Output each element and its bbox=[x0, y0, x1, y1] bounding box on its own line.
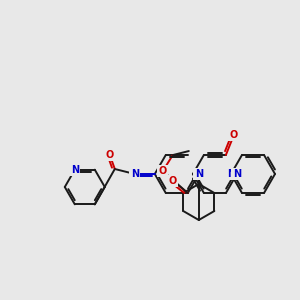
Text: N: N bbox=[131, 169, 139, 179]
Text: O: O bbox=[159, 166, 167, 176]
Text: N: N bbox=[227, 169, 235, 179]
Text: N: N bbox=[195, 169, 203, 179]
Text: O: O bbox=[106, 150, 114, 160]
Text: N: N bbox=[71, 165, 79, 175]
Text: O: O bbox=[230, 130, 238, 140]
Text: N: N bbox=[233, 169, 241, 179]
Text: O: O bbox=[169, 176, 177, 186]
